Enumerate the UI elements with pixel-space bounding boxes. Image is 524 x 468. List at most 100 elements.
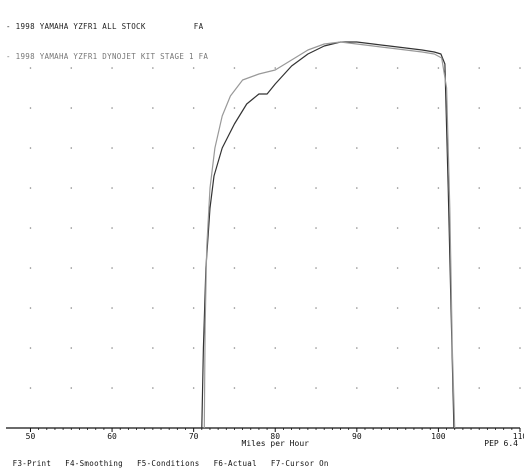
grid-dot <box>111 347 113 349</box>
grid-dot <box>437 107 440 109</box>
grid-dot <box>29 147 32 149</box>
grid-dot <box>111 107 113 109</box>
grid-dot <box>274 187 277 189</box>
grid-dot <box>478 227 481 229</box>
grid-dot <box>233 307 236 309</box>
grid-dot <box>233 187 236 189</box>
grid-dot <box>315 187 317 189</box>
grid-dot <box>29 387 32 389</box>
grid-dot <box>356 347 358 349</box>
legend: - 1998 YAMAHA YZFR1 ALL STOCK FA - 1998 … <box>6 2 208 72</box>
grid-dot <box>396 107 399 109</box>
grid-dot <box>152 67 154 69</box>
grid-dot <box>519 387 521 389</box>
grid-dot <box>274 387 277 389</box>
grid-dot <box>152 267 154 269</box>
grid-dot <box>192 107 195 109</box>
grid-dot <box>356 387 358 389</box>
grid-dot <box>274 347 277 349</box>
grid-dot <box>437 187 440 189</box>
grid-dot <box>519 67 521 69</box>
grid-dot <box>192 307 195 309</box>
grid-dot <box>111 267 113 269</box>
grid-dot <box>356 307 358 309</box>
grid-dot <box>70 307 73 309</box>
grid-dot <box>192 347 195 349</box>
x-tick-label: 70 <box>189 432 199 441</box>
grid-dot <box>478 307 481 309</box>
grid-dot <box>519 307 521 309</box>
grid-dot <box>315 107 317 109</box>
grid-dot <box>152 307 154 309</box>
grid-dot <box>70 187 73 189</box>
grid-dot <box>152 107 154 109</box>
grid-dot <box>478 107 481 109</box>
grid-dot <box>478 67 481 69</box>
x-tick-label: 90 <box>352 432 362 441</box>
grid-dot <box>70 387 73 389</box>
grid-dot <box>396 307 399 309</box>
grid-dot <box>478 187 481 189</box>
grid-dot <box>437 267 440 269</box>
grid-dot <box>70 267 73 269</box>
grid-dot <box>192 67 195 69</box>
grid-dot <box>274 107 277 109</box>
grid-dot <box>111 387 113 389</box>
grid-dot <box>29 67 32 69</box>
grid-dot <box>70 147 73 149</box>
grid-dot <box>396 387 399 389</box>
grid-dot <box>152 227 154 229</box>
grid-dot <box>356 187 358 189</box>
grid-dot <box>233 347 236 349</box>
grid-dot <box>437 347 440 349</box>
grid-dot <box>29 307 32 309</box>
grid-dot <box>396 147 399 149</box>
grid-dot <box>274 267 277 269</box>
grid-dot <box>29 267 32 269</box>
grid-dot <box>356 107 358 109</box>
grid-dot <box>396 187 399 189</box>
grid-dot <box>192 227 195 229</box>
grid-dot <box>478 347 481 349</box>
grid-dot <box>437 147 440 149</box>
x-axis-label: Miles per Hour <box>242 439 310 448</box>
grid-dot <box>396 347 399 349</box>
grid-dot <box>437 307 440 309</box>
grid-dot <box>29 107 32 109</box>
x-tick-label: 50 <box>26 432 36 441</box>
grid-dot <box>519 147 521 149</box>
grid-dot <box>274 307 277 309</box>
grid-dot <box>152 147 154 149</box>
grid-dot <box>315 307 317 309</box>
grid-dot <box>396 267 399 269</box>
grid-dot <box>29 347 32 349</box>
grid-dot <box>192 147 195 149</box>
legend-entry-stock: - 1998 YAMAHA YZFR1 ALL STOCK FA <box>6 22 204 31</box>
grid-dot <box>29 227 32 229</box>
grid-dot <box>111 307 113 309</box>
grid-dot <box>152 187 154 189</box>
grid-dot <box>152 387 154 389</box>
grid-dot <box>519 347 521 349</box>
grid-dot <box>478 147 481 149</box>
grid-dot <box>29 187 32 189</box>
grid-dot <box>233 147 236 149</box>
grid-dot <box>478 387 481 389</box>
grid-dot <box>519 227 521 229</box>
grid-dot <box>70 107 73 109</box>
grid-dot <box>315 147 317 149</box>
grid-dot <box>356 267 358 269</box>
grid-dot <box>152 347 154 349</box>
grid-dot <box>478 267 481 269</box>
grid-dot <box>111 227 113 229</box>
grid-dot <box>192 187 195 189</box>
grid-dot <box>315 67 317 69</box>
grid-dot <box>274 227 277 229</box>
grid-dot <box>519 107 521 109</box>
grid-dot <box>192 387 195 389</box>
grid-dot <box>437 387 440 389</box>
grid-dot <box>111 187 113 189</box>
grid-dot <box>70 227 73 229</box>
grid-dot <box>233 267 236 269</box>
